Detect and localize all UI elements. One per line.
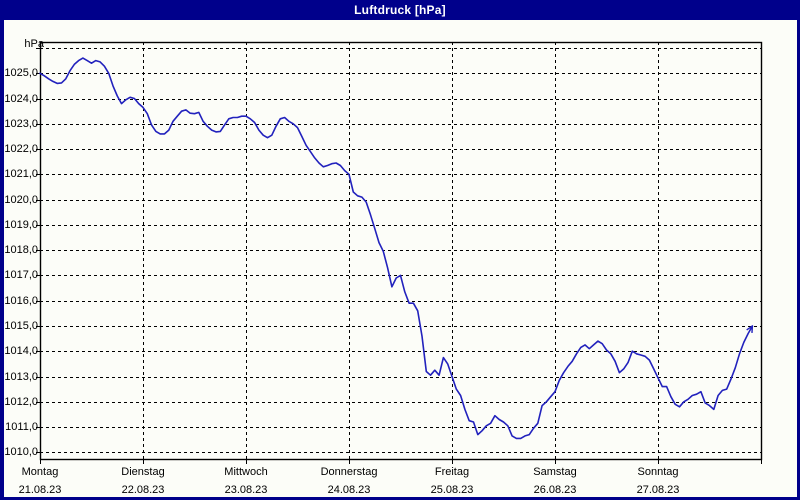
plot-area bbox=[36, 41, 763, 464]
pressure-line-series bbox=[39, 57, 754, 440]
series-end-arrow bbox=[746, 325, 753, 331]
y-axis-unit-label: hPa bbox=[24, 38, 44, 50]
plot-frame bbox=[39, 41, 763, 461]
window-title-bar: Luftdruck [hPa] bbox=[0, 0, 800, 20]
chart-panel: hPa 1025,0 1024,0 1023,0 1022,0 1021,0 1020,0… bbox=[4, 20, 797, 497]
window-title: Luftdruck [hPa] bbox=[354, 3, 446, 17]
